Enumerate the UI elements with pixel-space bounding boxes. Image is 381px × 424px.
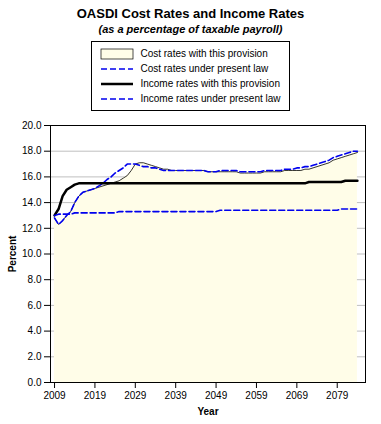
svg-text:0.0: 0.0 [28,377,42,388]
svg-text:8.0: 8.0 [28,274,42,285]
svg-text:Percent: Percent [7,235,18,272]
svg-text:4.0: 4.0 [28,325,42,336]
html-text:Cost rates under present law: Cost rates under present law [140,63,269,74]
svg-text:10.0: 10.0 [22,248,42,259]
svg-text:6.0: 6.0 [28,300,42,311]
svg-text:2019: 2019 [84,390,107,401]
svg-text:2.0: 2.0 [28,351,42,362]
html-text:Income rates with this provisi: Income rates with this provision [140,78,280,89]
svg-text:16.0: 16.0 [22,171,42,182]
html-text:OASDI Cost Rates and Income Ra: OASDI Cost Rates and Income Rates [76,6,305,21]
svg-text:2049: 2049 [205,390,228,401]
svg-text:14.0: 14.0 [22,197,42,208]
svg-text:2009: 2009 [43,390,66,401]
svg-text:Year: Year [197,406,218,417]
svg-text:12.0: 12.0 [22,223,42,234]
svg-text:18.0: 18.0 [22,145,42,156]
html-text:Income rates under present law: Income rates under present law [140,93,281,104]
html-text:Cost rates with this provision: Cost rates with this provision [140,48,268,59]
svg-text:2029: 2029 [124,390,147,401]
html-text:(as a percentage of taxable pa: (as a percentage of taxable payroll) [98,23,283,35]
svg-text:20.0: 20.0 [22,120,42,131]
svg-text:2079: 2079 [326,390,349,401]
svg-text:2059: 2059 [245,390,268,401]
svg-text:2069: 2069 [286,390,309,401]
svg-text:2039: 2039 [165,390,188,401]
